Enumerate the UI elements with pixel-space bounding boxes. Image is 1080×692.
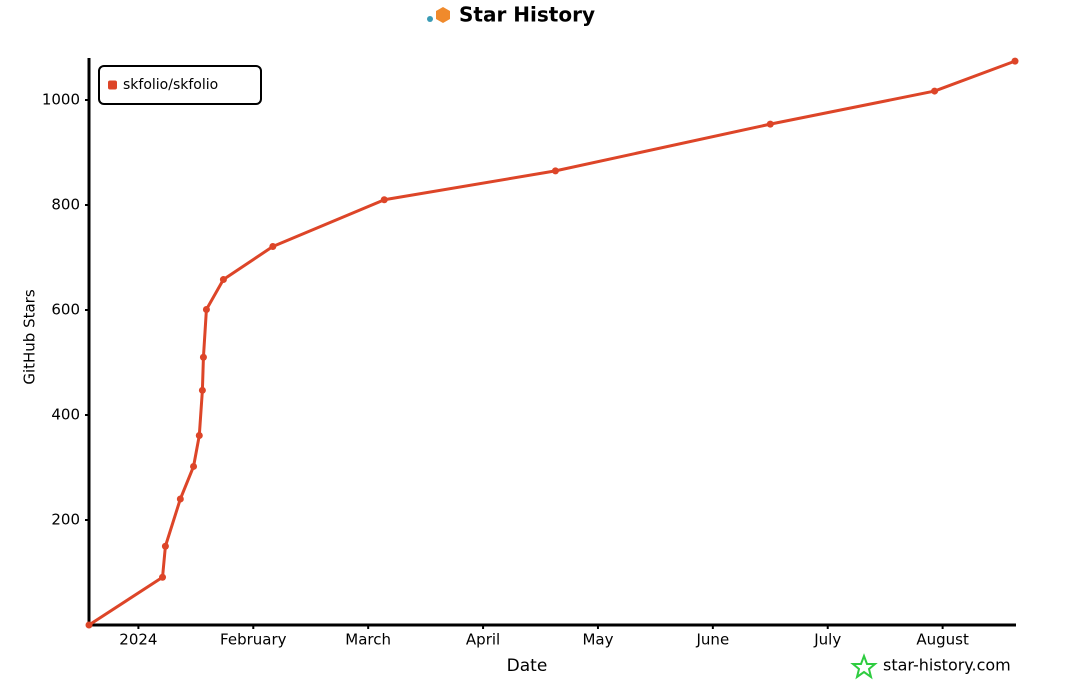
x-axis-label: Date xyxy=(507,656,548,676)
x-tick-label: May xyxy=(582,631,613,649)
y-tick-label: 600 xyxy=(51,301,80,319)
watermark: star-history.com xyxy=(850,653,1011,680)
data-point xyxy=(159,573,167,581)
x-tick-label: July xyxy=(813,631,841,649)
data-point xyxy=(766,120,774,128)
data-point xyxy=(198,386,206,394)
logo-dot xyxy=(427,16,433,22)
logo-hexagon xyxy=(436,7,450,23)
legend-marker xyxy=(108,80,117,90)
data-point xyxy=(551,167,559,175)
y-tick-label: 800 xyxy=(51,196,80,214)
data-point xyxy=(161,542,169,550)
data-point xyxy=(199,353,207,361)
y-tick-label: 200 xyxy=(51,511,80,529)
data-point xyxy=(176,495,184,503)
data-point xyxy=(190,462,198,470)
data-point xyxy=(202,305,210,313)
data-point xyxy=(931,87,939,95)
y-axis-label: GitHub Stars xyxy=(21,289,39,385)
x-tick-label: April xyxy=(466,631,500,649)
x-tick-label: 2024 xyxy=(119,631,157,649)
series-line xyxy=(87,59,1017,627)
chart-title: Star History xyxy=(459,3,595,27)
data-point xyxy=(380,196,388,204)
data-point xyxy=(219,276,227,284)
y-tick-label: 400 xyxy=(51,406,80,424)
watermark-icon xyxy=(850,653,878,680)
data-point xyxy=(1011,57,1019,65)
data-point xyxy=(85,621,93,629)
y-tick-label: 1000 xyxy=(42,91,80,109)
watermark-text: star-history.com xyxy=(883,656,1011,675)
data-point xyxy=(269,242,277,250)
x-tick-label: February xyxy=(220,631,287,649)
x-tick-label: August xyxy=(916,631,969,649)
legend-box xyxy=(98,65,262,105)
data-point xyxy=(195,431,203,439)
legend: skfolio/skfolio xyxy=(98,65,262,105)
legend-label: skfolio/skfolio xyxy=(123,77,218,93)
x-tick-label: March xyxy=(345,631,391,649)
x-tick-label: June xyxy=(696,631,730,649)
